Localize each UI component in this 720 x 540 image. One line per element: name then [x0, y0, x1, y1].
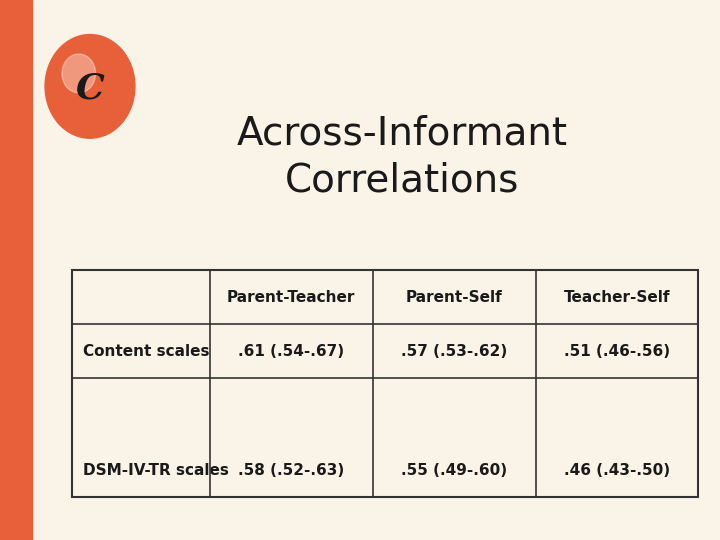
Text: C: C	[76, 72, 104, 105]
Text: Across-Informant
Correlations: Across-Informant Correlations	[237, 114, 568, 200]
Text: .46 (.43-.50): .46 (.43-.50)	[564, 463, 670, 478]
Circle shape	[62, 54, 96, 93]
Text: DSM-IV-TR scales: DSM-IV-TR scales	[83, 463, 229, 478]
Circle shape	[45, 35, 135, 138]
Text: .61 (.54-.67): .61 (.54-.67)	[238, 343, 344, 359]
Text: .58 (.52-.63): .58 (.52-.63)	[238, 463, 344, 478]
Text: Content scales: Content scales	[83, 343, 210, 359]
Text: Teacher-Self: Teacher-Self	[564, 289, 670, 305]
Text: .51 (.46-.56): .51 (.46-.56)	[564, 343, 670, 359]
Text: .55 (.49-.60): .55 (.49-.60)	[401, 463, 507, 478]
Text: Parent-Teacher: Parent-Teacher	[227, 289, 356, 305]
Text: .57 (.53-.62): .57 (.53-.62)	[401, 343, 507, 359]
Text: Parent-Self: Parent-Self	[406, 289, 503, 305]
